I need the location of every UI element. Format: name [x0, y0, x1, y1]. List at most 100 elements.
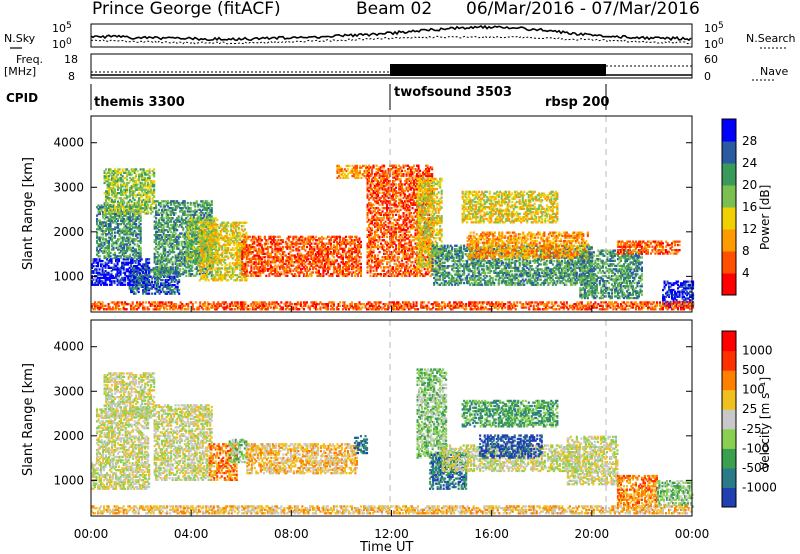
echo-cell — [301, 242, 304, 245]
echo-cell — [350, 259, 353, 262]
echo-cell — [243, 233, 246, 236]
echo-cell — [136, 188, 139, 191]
echo-cell — [250, 264, 253, 267]
echo-cell — [95, 265, 98, 268]
echo-cell — [340, 254, 343, 257]
echo-cell — [176, 229, 179, 232]
echo-cell — [281, 240, 284, 244]
freq-unit: [MHz] — [4, 65, 36, 78]
echo-cell — [133, 239, 136, 243]
echo-cell — [124, 256, 127, 260]
echo-cell — [115, 239, 118, 243]
echo-cell — [102, 226, 105, 229]
echo-cell — [253, 254, 256, 257]
echo-cell — [227, 247, 230, 250]
echo-cell — [96, 228, 99, 231]
echo-cell — [103, 276, 106, 280]
echo-cell — [310, 237, 313, 240]
echo-cell — [133, 259, 136, 263]
echo-cell — [323, 244, 326, 247]
echo-cell — [188, 273, 191, 276]
echo-cell — [116, 258, 119, 261]
echo-cell — [182, 259, 185, 262]
echo-cell — [124, 183, 127, 186]
echo-cell — [141, 186, 144, 190]
echo-cell — [345, 164, 348, 168]
echo-cell — [302, 259, 305, 262]
echo-cell — [341, 269, 344, 272]
echo-cell — [196, 217, 199, 220]
echo-cell — [236, 258, 239, 262]
echo-cell — [227, 240, 230, 243]
echo-cell — [185, 207, 188, 210]
echo-cell — [227, 243, 230, 246]
echo-cell — [356, 249, 359, 252]
echo-cell — [121, 239, 124, 243]
echo-cell — [132, 246, 135, 249]
echo-cell — [349, 249, 352, 252]
echo-cell — [109, 210, 112, 213]
echo-cell — [139, 273, 142, 277]
echo-cell — [257, 237, 260, 240]
echo-cell — [334, 237, 337, 240]
echo-cell — [278, 249, 281, 252]
echo-cell — [118, 186, 121, 190]
echo-cell — [207, 221, 210, 224]
echo-cell — [346, 242, 349, 245]
echo-cell — [113, 268, 116, 271]
echo-cell — [227, 230, 230, 233]
echo-cell — [335, 271, 338, 274]
echo-cell — [145, 205, 148, 208]
echo-cell — [201, 228, 204, 231]
echo-cell — [118, 210, 121, 213]
echo-cell — [198, 267, 201, 270]
echo-cell — [190, 229, 193, 232]
echo-cell — [127, 245, 130, 248]
echo-cell — [206, 260, 209, 263]
echo-cell — [332, 240, 335, 244]
echo-cell — [180, 223, 183, 227]
echo-cell — [121, 278, 124, 281]
echo-cell — [241, 266, 244, 269]
echo-cell — [134, 265, 137, 268]
echo-cell — [105, 195, 108, 198]
echo-cell — [117, 188, 120, 191]
echo-cell — [203, 215, 206, 218]
echo-cell — [207, 252, 210, 255]
echo-cell — [190, 225, 193, 229]
echo-cell — [109, 251, 112, 255]
echo-cell — [105, 229, 108, 233]
echo-cell — [108, 185, 111, 188]
echo-cell — [209, 267, 212, 270]
echo-cell — [109, 203, 112, 207]
echo-cell — [170, 245, 173, 249]
echo-cell — [139, 195, 142, 198]
echo-cell — [115, 214, 118, 217]
echo-cell — [118, 255, 121, 258]
echo-cell — [96, 250, 99, 253]
echo-cell — [221, 267, 224, 270]
echo-cell — [328, 262, 331, 266]
echo-cell — [109, 275, 112, 278]
echo-cell — [302, 266, 305, 269]
echo-cell — [186, 254, 189, 257]
echo-cell — [161, 242, 164, 245]
echo-cell — [101, 263, 104, 266]
echo-cell — [123, 233, 126, 236]
echo-cell — [206, 241, 209, 245]
echo-cell — [286, 247, 289, 250]
echo-cell — [358, 247, 361, 250]
echo-cell — [221, 275, 224, 278]
echo-cell — [359, 256, 362, 259]
echo-cell — [177, 240, 180, 244]
echo-cell — [336, 176, 339, 179]
echo-cell — [145, 267, 148, 270]
echo-cell — [343, 267, 346, 271]
echo-cell — [158, 244, 161, 247]
echo-cell — [349, 254, 352, 257]
echo-cell — [187, 232, 190, 235]
echo-cell — [127, 256, 130, 260]
echo-cell — [262, 256, 265, 259]
echo-cell — [108, 229, 111, 233]
echo-cell — [197, 232, 200, 235]
